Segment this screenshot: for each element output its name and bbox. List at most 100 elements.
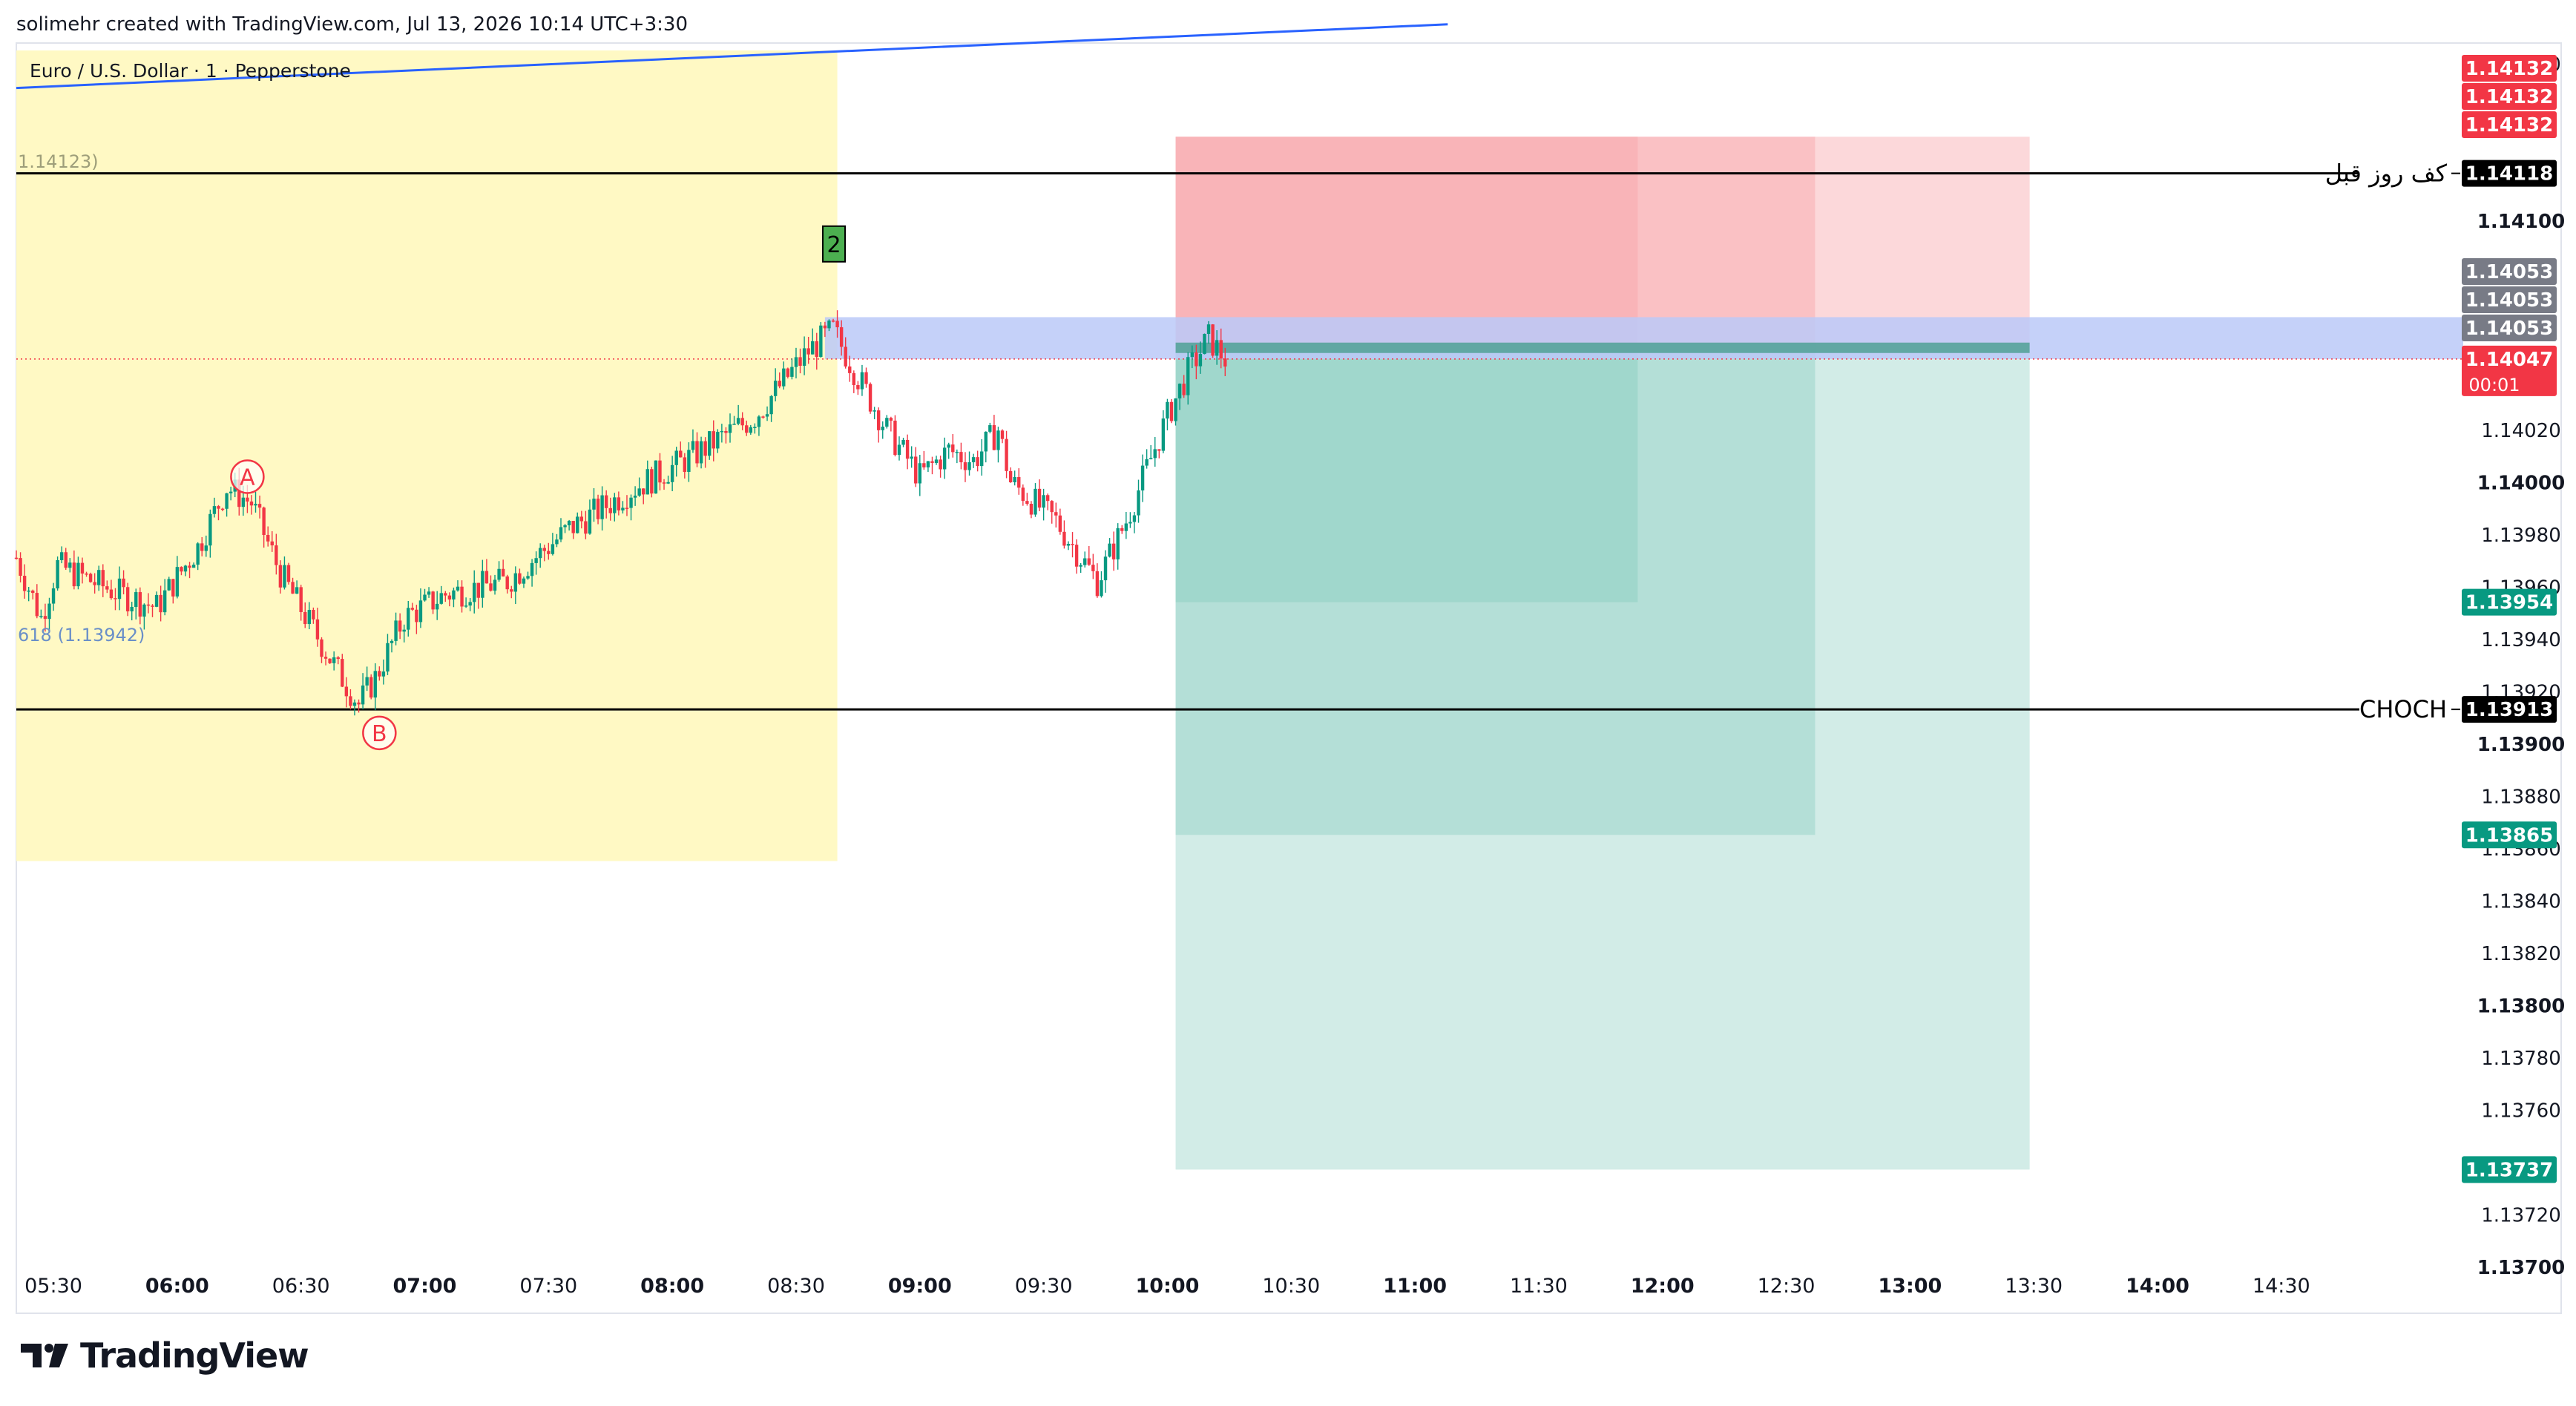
candle-body [1013, 477, 1016, 483]
candle-body [530, 562, 534, 576]
candle-body [769, 395, 773, 415]
candle-body [134, 592, 138, 608]
tradingview-brand[interactable]: TradingView [19, 1336, 309, 1376]
candle-body [191, 565, 196, 568]
candle-body [1153, 449, 1157, 459]
candle-body [1008, 470, 1013, 483]
candle-body [724, 430, 728, 433]
candle-body [905, 439, 910, 459]
candle-body [1203, 334, 1206, 355]
candle-body [378, 671, 381, 677]
candle-body [217, 506, 220, 509]
target-zone-2 [1175, 343, 1816, 835]
candle-body [328, 658, 332, 663]
candle-body [43, 616, 47, 620]
candle-body [971, 457, 976, 463]
target-zone-3 [1175, 343, 2030, 1170]
candle-body [64, 552, 68, 568]
candle-body [427, 591, 431, 595]
candle-body [980, 451, 984, 467]
candle-body [1120, 528, 1124, 531]
x-tick-label: 09:30 [1015, 1275, 1073, 1298]
candle-body [493, 579, 497, 591]
candle-body [1034, 488, 1037, 515]
candle-body [740, 418, 744, 426]
candle-body [125, 587, 130, 611]
candle-body [988, 425, 992, 432]
candle-body [159, 594, 162, 613]
candle-body [1190, 352, 1194, 358]
candle-body [1005, 438, 1008, 471]
candle-body [1037, 488, 1042, 508]
candle-body [827, 321, 831, 329]
candle-body [963, 462, 967, 470]
y-tick-label: 1.13880 [2481, 786, 2561, 808]
candle-body [596, 499, 600, 519]
candle-body [839, 327, 844, 347]
candle-body [80, 562, 85, 574]
candle-body [59, 552, 64, 561]
candle-body [1186, 357, 1190, 395]
axis-price-label: 1.14053 [2465, 261, 2553, 283]
candle-body [922, 463, 926, 467]
candle-body [670, 464, 674, 482]
candle-body [608, 507, 612, 513]
candle-body [893, 420, 897, 456]
candle-body [876, 410, 881, 430]
axis-price-label: 1.14132 [2465, 114, 2553, 137]
candle-body [1177, 384, 1182, 399]
candle-body [819, 325, 823, 357]
candle-body [955, 452, 959, 453]
candle-body [109, 589, 114, 599]
candle-body [1124, 523, 1128, 531]
candle-body [1198, 354, 1203, 367]
wave-label-2: 2 [827, 232, 841, 258]
axis-price-label: 1.13865 [2465, 824, 2553, 847]
candle-body [637, 488, 641, 496]
candle-body [674, 450, 678, 465]
candle-body [312, 610, 315, 620]
candle-body [666, 482, 670, 484]
x-tick-label: 07:30 [519, 1275, 577, 1298]
fib-label-2: 618 (1.13942) [18, 625, 145, 645]
y-tick-label: 1.13980 [2481, 525, 2561, 547]
candle-body [229, 491, 233, 493]
axis-price-box [2462, 55, 2557, 82]
wave-label-circle-a [230, 459, 265, 494]
axis-price-label: 1.13737 [2465, 1159, 2553, 1181]
stop-zone-1 [1175, 137, 1638, 344]
candle-body [295, 587, 299, 594]
candle-body [683, 457, 687, 473]
candle-body [942, 447, 947, 470]
candle-body [510, 589, 513, 592]
candle-body [642, 488, 645, 495]
candle-body [1116, 528, 1120, 559]
candle-body [815, 341, 818, 357]
candle-body [151, 605, 154, 607]
candle-body [85, 574, 88, 575]
x-tick-label: 13:30 [2005, 1275, 2063, 1298]
y-tick-label: 1.13840 [2481, 890, 2561, 913]
y-tick-label: 1.14100 [2477, 211, 2565, 233]
candle-body [212, 506, 217, 514]
candle-body [402, 629, 406, 632]
candle-body [1103, 556, 1108, 581]
candle-body [1071, 544, 1074, 545]
candle-body [654, 460, 658, 494]
candle-body [76, 562, 80, 587]
candle-body [237, 479, 241, 507]
candle-body [604, 495, 608, 508]
candle-body [208, 513, 212, 546]
candle-body [551, 544, 555, 554]
candle-body [1215, 340, 1219, 356]
x-tick-label: 06:30 [272, 1275, 330, 1298]
candle-body [613, 497, 617, 513]
candle-body [584, 521, 588, 534]
x-tick-label: 07:00 [393, 1275, 457, 1298]
candle-body [695, 441, 699, 464]
candle-body [241, 497, 246, 507]
candle-body [802, 348, 806, 366]
x-tick-label: 11:30 [1510, 1275, 1568, 1298]
